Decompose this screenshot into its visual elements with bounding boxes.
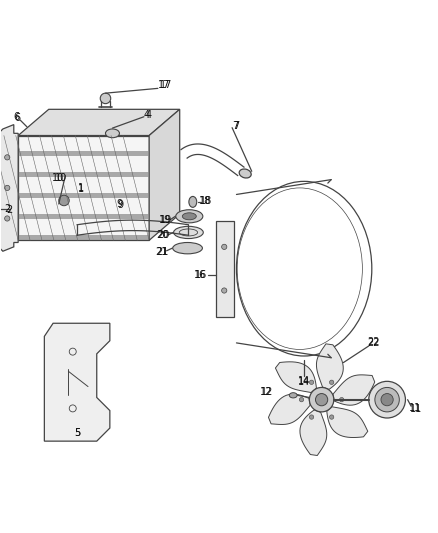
Text: 16: 16 <box>194 270 206 280</box>
Text: 14: 14 <box>298 376 310 386</box>
Text: 22: 22 <box>368 337 380 348</box>
Text: 17: 17 <box>159 80 172 90</box>
Polygon shape <box>0 125 18 251</box>
Circle shape <box>5 216 10 221</box>
Polygon shape <box>215 221 234 317</box>
Text: 18: 18 <box>200 196 212 206</box>
Polygon shape <box>316 344 343 390</box>
Text: 20: 20 <box>156 230 169 240</box>
Text: 19: 19 <box>159 215 171 225</box>
Circle shape <box>329 380 334 384</box>
Ellipse shape <box>176 210 203 223</box>
Circle shape <box>222 288 227 293</box>
Polygon shape <box>44 323 110 441</box>
Text: 14: 14 <box>298 377 310 387</box>
Circle shape <box>381 393 393 406</box>
Polygon shape <box>268 394 310 424</box>
Text: 9: 9 <box>117 199 123 209</box>
Polygon shape <box>327 407 368 438</box>
Text: 20: 20 <box>157 230 170 240</box>
Ellipse shape <box>289 393 297 398</box>
Text: 1: 1 <box>78 183 85 193</box>
Text: 18: 18 <box>199 196 211 206</box>
Text: 12: 12 <box>260 387 272 397</box>
Ellipse shape <box>182 213 196 220</box>
Circle shape <box>309 415 314 419</box>
Polygon shape <box>18 172 149 177</box>
Circle shape <box>222 244 227 249</box>
Polygon shape <box>149 109 180 240</box>
Circle shape <box>309 387 334 412</box>
Text: 6: 6 <box>14 113 20 123</box>
Text: 4: 4 <box>145 110 152 119</box>
Text: 22: 22 <box>367 338 379 348</box>
Circle shape <box>315 393 328 406</box>
Text: 7: 7 <box>233 121 240 131</box>
Text: 2: 2 <box>6 205 13 215</box>
Text: 17: 17 <box>158 80 171 90</box>
Circle shape <box>5 185 10 190</box>
Text: 11: 11 <box>410 403 422 414</box>
Text: 16: 16 <box>194 270 207 280</box>
Polygon shape <box>18 192 149 198</box>
Text: 4: 4 <box>144 110 150 119</box>
Circle shape <box>299 398 304 402</box>
Text: 11: 11 <box>410 404 423 414</box>
Ellipse shape <box>239 169 251 178</box>
Text: 10: 10 <box>55 173 67 183</box>
Text: 10: 10 <box>52 173 64 183</box>
Polygon shape <box>18 109 180 135</box>
Circle shape <box>5 155 10 160</box>
Circle shape <box>309 380 314 384</box>
Polygon shape <box>18 151 149 157</box>
Polygon shape <box>18 214 149 220</box>
Text: 21: 21 <box>155 247 168 257</box>
Text: 2: 2 <box>4 204 11 214</box>
Ellipse shape <box>173 243 202 254</box>
Text: 1: 1 <box>78 184 85 194</box>
Circle shape <box>339 398 344 402</box>
Text: 9: 9 <box>118 199 124 209</box>
Text: 7: 7 <box>233 121 239 131</box>
Polygon shape <box>276 362 316 392</box>
Polygon shape <box>300 410 327 456</box>
Text: 5: 5 <box>74 429 80 438</box>
Circle shape <box>369 381 406 418</box>
Circle shape <box>329 415 334 419</box>
Ellipse shape <box>173 227 203 239</box>
Text: 19: 19 <box>159 215 172 225</box>
Polygon shape <box>18 235 149 240</box>
Circle shape <box>100 93 111 103</box>
Text: 21: 21 <box>156 247 169 257</box>
Circle shape <box>59 195 69 206</box>
Ellipse shape <box>106 129 120 138</box>
Text: 6: 6 <box>13 112 19 122</box>
Ellipse shape <box>189 197 197 207</box>
Text: 5: 5 <box>74 429 80 438</box>
Circle shape <box>375 387 399 412</box>
Polygon shape <box>18 135 149 240</box>
Polygon shape <box>333 375 375 405</box>
Text: 12: 12 <box>261 387 273 397</box>
